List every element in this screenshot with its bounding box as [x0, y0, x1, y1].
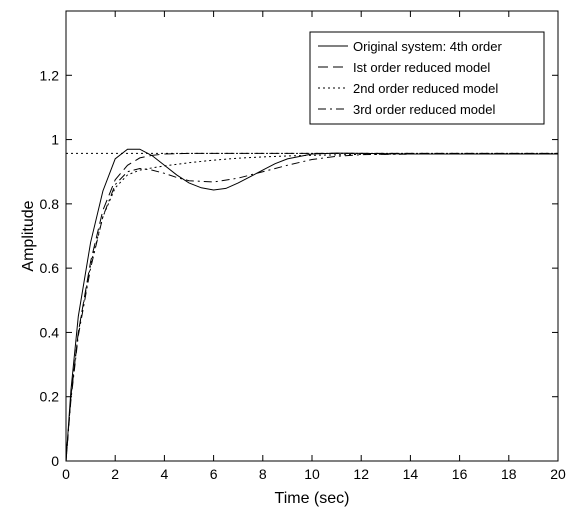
y-tick-label: 1	[51, 132, 59, 148]
x-tick-label: 14	[403, 466, 419, 482]
legend-label: Ist order reduced model	[353, 60, 490, 75]
x-tick-label: 18	[501, 466, 517, 482]
axis-ticks: 0 2 4 6 8 10 12 14 16 18 20 0 0.2 0.4 0.6 0.8 1 1.2	[40, 11, 566, 482]
y-tick-label: 0.6	[40, 260, 60, 276]
x-tick-label: 20	[550, 466, 566, 482]
legend-label: 2nd order reduced model	[353, 81, 498, 96]
x-tick-label: 16	[452, 466, 468, 482]
legend-box	[309, 31, 545, 125]
legend-label: 3rd order reduced model	[353, 102, 495, 117]
series-layer	[65, 148, 558, 462]
x-axis-title: Time (sec)	[275, 490, 350, 507]
x-tick-label: 4	[161, 466, 169, 482]
x-tick-label: 2	[111, 466, 119, 482]
y-tick-label: 0	[51, 453, 59, 469]
x-tick-label: 6	[210, 466, 218, 482]
x-tick-label: 10	[304, 466, 320, 482]
y-tick-label: 0.2	[40, 389, 60, 405]
x-tick-label: 0	[62, 466, 70, 482]
y-tick-label: 0.4	[40, 324, 60, 340]
y-tick-label: 1.2	[40, 67, 60, 83]
legend-label: Original system: 4th order	[353, 39, 503, 54]
y-tick-label: 0.8	[40, 196, 60, 212]
series-line-4	[65, 153, 558, 462]
legend: Original system: 4th order Ist order redu…	[309, 31, 545, 125]
series-line-2	[65, 152, 558, 462]
x-tick-label: 8	[259, 466, 267, 482]
y-axis-title: Amplitude	[20, 200, 37, 271]
x-tick-label: 12	[353, 466, 369, 482]
